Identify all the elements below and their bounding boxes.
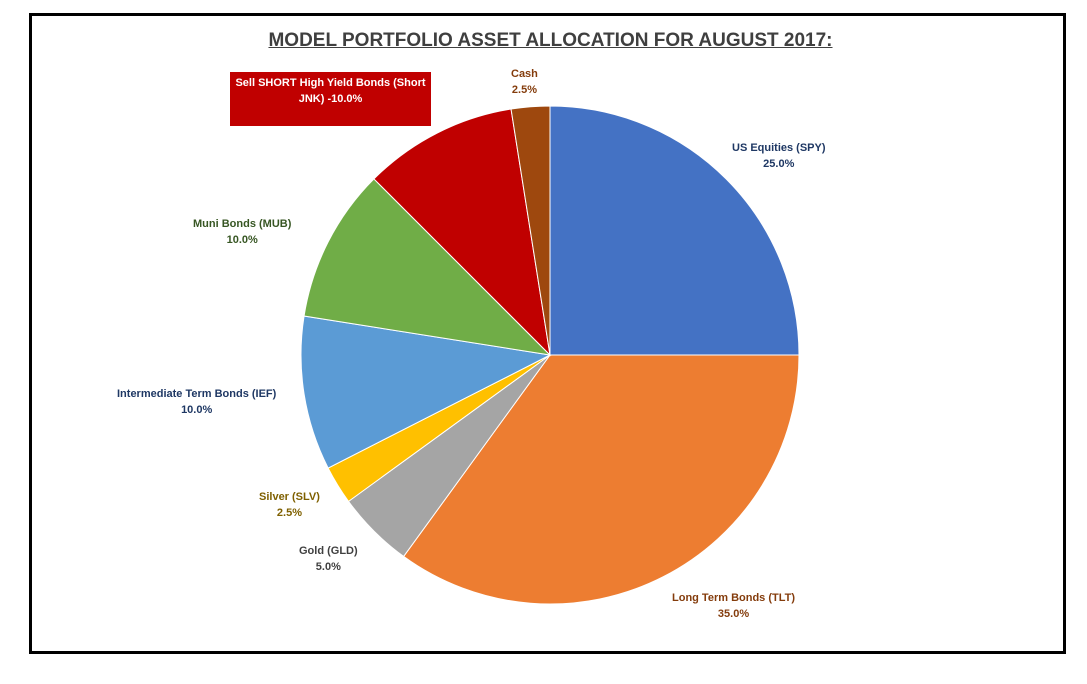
pie-slice-7 [510, 105, 551, 356]
label-ief-value: 10.0% [181, 404, 213, 416]
pie-slice-1 [402, 354, 800, 605]
label-ief-name: Intermediate Term Bonds (IEF) [117, 388, 277, 400]
label-jnk-line1: Sell SHORT High Yield Bonds (Short [235, 77, 426, 89]
label-slv-value: 2.5% [276, 507, 302, 519]
label-tlt: Long Term Bonds (TLT) 35.0% [672, 590, 795, 622]
label-jnk-line2: JNK) [298, 93, 325, 105]
chart-title: MODEL PORTFOLIO ASSET ALLOCATION FOR AUG… [268, 30, 833, 51]
label-slv: Silver (SLV) 2.5% [259, 489, 320, 521]
pie-slice-4 [300, 315, 552, 469]
pie-chart [300, 105, 800, 605]
label-spy: US Equities (SPY) 25.0% [732, 140, 826, 172]
label-cash-name: Cash [511, 68, 538, 80]
label-tlt-value: 35.0% [717, 608, 750, 620]
pie-slice-5 [303, 178, 552, 356]
label-mub-name: Muni Bonds (MUB) [193, 218, 292, 230]
label-gld-name: Gold (GLD) [299, 545, 358, 557]
chart-frame: MODEL PORTFOLIO ASSET ALLOCATION FOR AUG… [29, 13, 1066, 654]
label-slv-name: Silver (SLV) [259, 491, 320, 503]
pie-slice-6 [373, 108, 551, 357]
label-ief: Intermediate Term Bonds (IEF) 10.0% [117, 386, 276, 418]
label-cash: Cash 2.5% [511, 66, 538, 98]
label-jnk-value: -10.0% [327, 93, 363, 105]
pie-slice-0 [549, 105, 800, 356]
label-tlt-name: Long Term Bonds (TLT) [672, 592, 796, 604]
label-cash-value: 2.5% [511, 84, 537, 96]
label-gld-value: 5.0% [315, 561, 341, 573]
label-mub: Muni Bonds (MUB) 10.0% [193, 216, 291, 248]
label-gld: Gold (GLD) 5.0% [299, 543, 358, 575]
label-jnk-callout: Sell SHORT High Yield Bonds (Short JNK) … [230, 72, 431, 126]
label-spy-value: 25.0% [763, 158, 795, 170]
label-spy-name: US Equities (SPY) [732, 142, 826, 154]
label-mub-value: 10.0% [226, 234, 258, 246]
